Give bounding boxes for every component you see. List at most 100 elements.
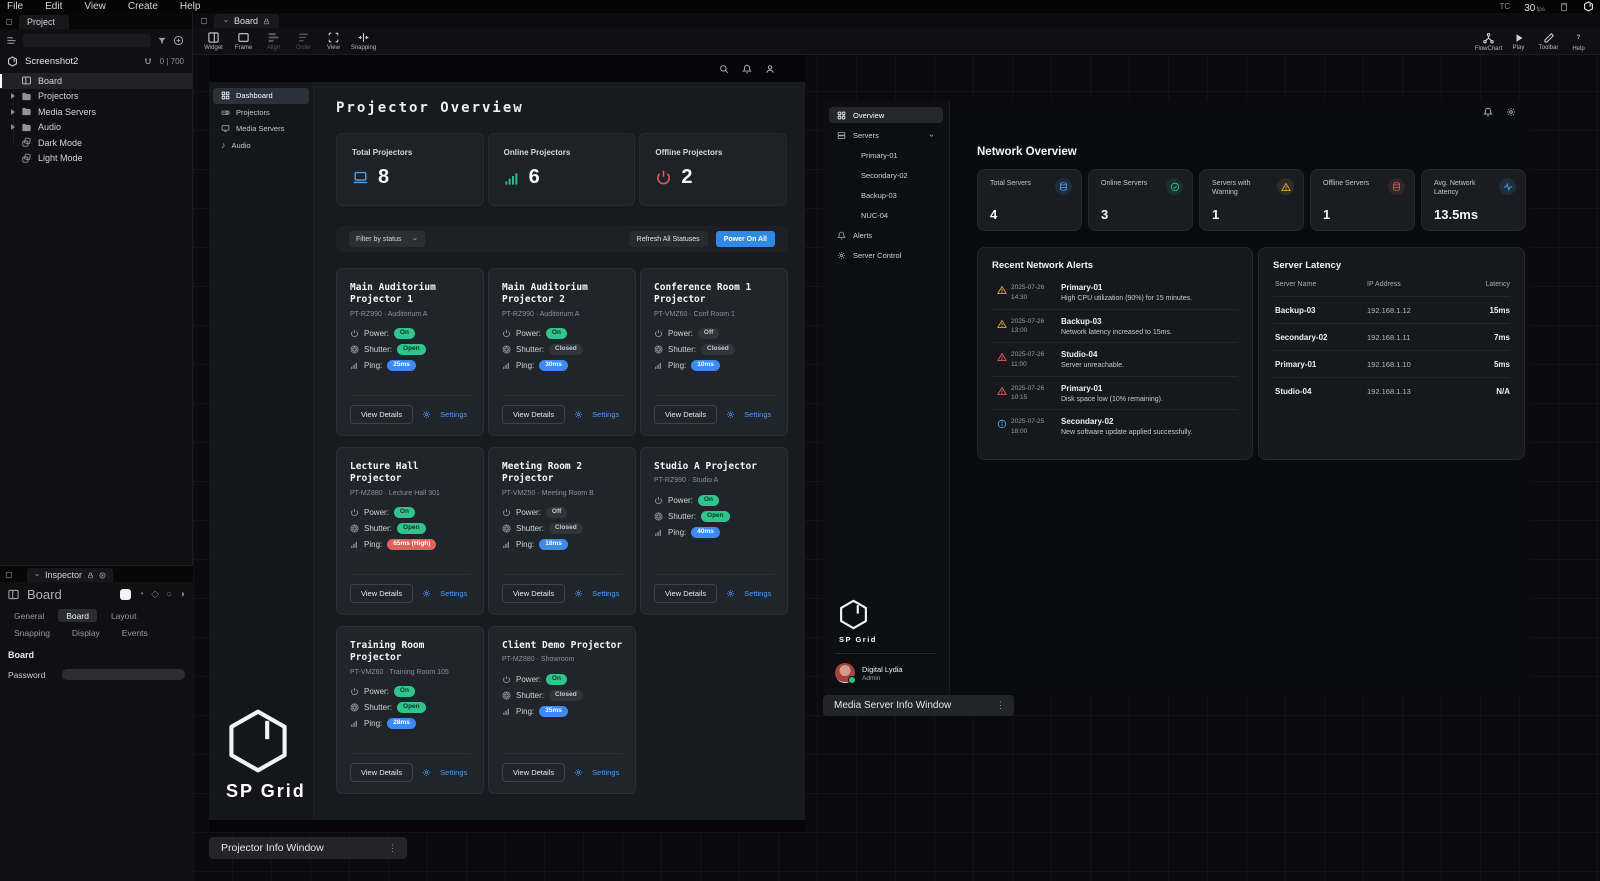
window-menu-icon[interactable]: ⋮ — [388, 842, 397, 853]
search-icon[interactable] — [719, 64, 729, 74]
project-search-input[interactable] — [23, 34, 151, 47]
sidebar-item-media-servers[interactable]: ♪ Media Servers — [213, 121, 309, 137]
sidebar-item-backup-03[interactable]: Backup-03 — [829, 187, 943, 203]
inspector-tab[interactable]: Board — [58, 609, 97, 622]
project-root-row[interactable]: Screenshot2 0 | 700 — [0, 52, 192, 71]
appearance-pie-icon[interactable]: ◔ — [138, 588, 145, 600]
sidebar-item-nuc-04[interactable]: NUC-04 — [829, 207, 943, 223]
project-tree-item[interactable]: Board — [0, 73, 192, 89]
expand-arrow-icon[interactable] — [8, 93, 18, 100]
sidebar-item-server-control[interactable]: Server Control — [829, 247, 943, 263]
view-details-button[interactable]: View Details — [350, 584, 414, 603]
toolbar-button-icon — [1482, 32, 1495, 45]
appearance-tag-icon[interactable]: ◇ — [151, 588, 159, 600]
power-icon — [350, 508, 359, 517]
projector-window-titlebar[interactable]: Projector Info Window ⋮ — [209, 837, 407, 859]
project-tab[interactable]: Project — [19, 15, 70, 29]
settings-link[interactable]: Settings — [744, 410, 772, 419]
menubar-item[interactable]: File — [7, 1, 24, 12]
inspector-tab[interactable]: General — [14, 610, 45, 621]
sidebar-item-projectors[interactable]: ♪ Projectors — [213, 105, 309, 121]
menubar-item[interactable]: View — [84, 1, 106, 12]
menubar-item[interactable]: Create — [127, 1, 158, 12]
device-icon[interactable] — [1559, 2, 1569, 12]
toolbar-button-pencil[interactable]: Toolbar — [1535, 32, 1562, 51]
settings-link[interactable]: Settings — [440, 589, 468, 598]
project-tree-item[interactable]: Dark Mode — [0, 135, 192, 151]
sidebar-item-overview[interactable]: Overview — [829, 107, 943, 123]
status-filter-select[interactable]: Filter by status — [349, 231, 425, 247]
media-window-titlebar[interactable]: Media Server Info Window ⋮ — [823, 695, 1014, 716]
inspector-tab[interactable]: Snapping — [14, 627, 50, 638]
expand-arrow-icon[interactable] — [8, 124, 18, 131]
chevron-down-icon — [412, 236, 418, 242]
view-details-button[interactable]: View Details — [502, 763, 566, 782]
appearance-contrast-icon[interactable]: ◑ — [178, 588, 185, 600]
toolbar-button-label: Align — [266, 45, 281, 51]
settings-link[interactable]: Settings — [592, 768, 620, 777]
close-icon[interactable] — [99, 571, 106, 579]
inspector-selection-title: Board — [27, 587, 62, 602]
inspector-tab[interactable]: Layout — [110, 610, 137, 621]
inspector-tab[interactable]: Events — [121, 627, 148, 638]
shutter-label: Shutter: — [516, 345, 545, 355]
sidebar-item-secondary-02[interactable]: Secondary-02 — [829, 167, 943, 183]
refresh-all-button[interactable]: Refresh All Statuses — [628, 231, 708, 247]
view-details-button[interactable]: View Details — [654, 584, 718, 603]
bell-icon[interactable] — [742, 64, 752, 74]
settings-link[interactable]: Settings — [440, 410, 468, 419]
toolbar-button-order[interactable]: Order — [290, 31, 317, 51]
user-icon[interactable] — [765, 64, 775, 74]
panel-icon — [5, 571, 13, 579]
fill-swatch[interactable] — [120, 589, 132, 600]
toolbar-button-snapping[interactable]: Snapping — [350, 31, 377, 51]
network-alert-row: 2025-07-25 18:00 Secondary-02 New softwar… — [992, 410, 1238, 443]
toolbar-button-frame[interactable]: Frame — [230, 31, 257, 51]
power-label: Power: — [364, 329, 389, 339]
settings-link[interactable]: Settings — [592, 410, 620, 419]
ping-signal-icon — [654, 361, 663, 370]
board-document-tab[interactable]: Board — [214, 14, 280, 28]
sidebar-item-primary-01[interactable]: Primary-01 — [829, 147, 943, 163]
toolbar-button-question[interactable]: ? Help — [1565, 32, 1592, 52]
toolbar-button-view[interactable]: View — [320, 31, 347, 51]
project-tree-item[interactable]: Light Mode — [0, 151, 192, 167]
sidebar-item-servers[interactable]: Servers — [829, 127, 943, 143]
lock-icon[interactable] — [87, 572, 94, 579]
bell-icon[interactable] — [1483, 107, 1493, 117]
project-tree-item[interactable]: Projectors — [0, 89, 192, 105]
sidebar-item-audio[interactable]: ♪ Audio — [213, 138, 309, 154]
project-tree-item[interactable]: Audio — [0, 120, 192, 136]
toolbar-button-flowchart[interactable]: FlowChart — [1475, 32, 1502, 52]
toolbar-button-widget[interactable]: Widget — [200, 31, 227, 51]
toolbar-button-align[interactable]: Align — [260, 31, 287, 51]
window-menu-icon[interactable]: ⋮ — [996, 700, 1005, 710]
inspector-tab[interactable]: Display — [71, 627, 100, 638]
gear-icon[interactable] — [1506, 107, 1516, 117]
filter-funnel-icon[interactable] — [157, 36, 167, 46]
view-details-button[interactable]: View Details — [654, 405, 718, 424]
shutter-status-badge: Closed — [549, 523, 583, 534]
user-profile[interactable]: Digital Lydia Admin — [835, 663, 937, 684]
expand-arrow-icon[interactable] — [8, 108, 18, 115]
project-tree-item[interactable]: Media Servers — [0, 104, 192, 120]
add-item-icon[interactable] — [173, 35, 184, 46]
settings-link[interactable]: Settings — [440, 768, 468, 777]
menubar-item[interactable]: Help — [179, 1, 201, 12]
view-details-button[interactable]: View Details — [350, 405, 414, 424]
sidebar-item-dashboard[interactable]: ♪ Dashboard — [213, 88, 309, 104]
settings-link[interactable]: Settings — [744, 589, 772, 598]
toolbar-button-play[interactable]: Play — [1505, 32, 1532, 51]
sidebar-item-alerts[interactable]: Alerts — [829, 227, 943, 243]
password-input[interactable] — [62, 669, 185, 680]
menubar-item[interactable]: Edit — [45, 1, 63, 12]
power-on-all-button[interactable]: Power On All — [715, 231, 775, 247]
inspector-tab[interactable]: Inspector — [27, 568, 114, 582]
view-details-button[interactable]: View Details — [502, 405, 566, 424]
view-details-button[interactable]: View Details — [502, 584, 566, 603]
appearance-circle-icon[interactable]: ○ — [165, 588, 172, 600]
view-details-button[interactable]: View Details — [350, 763, 414, 782]
settings-link[interactable]: Settings — [592, 589, 620, 598]
list-icon[interactable] — [6, 35, 17, 46]
magnet-icon[interactable] — [143, 57, 153, 67]
